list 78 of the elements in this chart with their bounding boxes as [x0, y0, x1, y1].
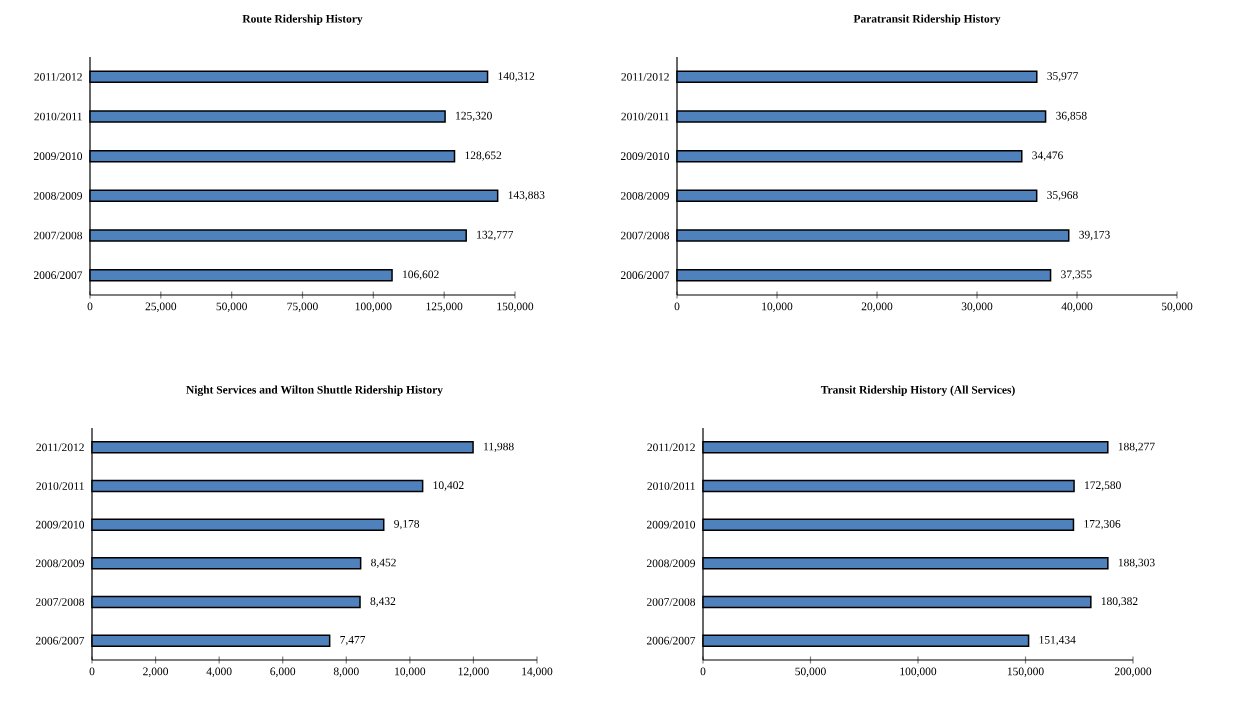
data-label: 8,432: [370, 597, 396, 607]
x-tick-label: 150,000: [497, 302, 534, 312]
x-tick-label: 8,000: [333, 667, 359, 677]
x-tick-label: 125,000: [426, 302, 463, 312]
x-tick-label: 30,000: [961, 302, 993, 312]
data-label: 188,277: [1118, 442, 1155, 453]
x-tick-label: 0: [89, 667, 95, 676]
y-tick-label: 2009/2010: [646, 520, 696, 529]
y-tick-label: 2008/2009: [33, 191, 82, 200]
y-tick-label: 2010/2011: [621, 112, 669, 121]
y-tick-label: 2011/2012: [647, 443, 695, 452]
y-tick-label: 2006/2007: [620, 271, 670, 280]
x-tick-label: 6,000: [270, 667, 296, 677]
data-label: 35,968: [1047, 191, 1078, 201]
y-tick-label: 2011/2012: [621, 72, 669, 81]
x-tick-label: 0: [87, 302, 93, 311]
data-label: 39,173: [1079, 230, 1110, 241]
x-tick-label: 20,000: [861, 302, 893, 312]
y-tick-label: 2006/2007: [33, 271, 83, 280]
x-tick-label: 150,000: [1007, 667, 1044, 677]
y-tick-label: 2008/2009: [35, 559, 84, 568]
data-label: 106,602: [403, 270, 439, 280]
y-tick-label: 2010/2011: [647, 482, 695, 490]
chart-title: Paratransit Ridership History: [853, 14, 1001, 25]
y-tick-label: 2011/2012: [34, 72, 82, 81]
data-label: 7,477: [340, 636, 366, 646]
x-tick-label: 100,000: [900, 667, 937, 677]
data-label: 37,355: [1061, 270, 1092, 280]
chart-title: Route Ridership History: [242, 14, 363, 25]
y-tick-label: 2009/2010: [620, 152, 670, 161]
data-label: 128,652: [465, 151, 502, 161]
data-label: 125,320: [456, 111, 492, 122]
x-tick-label: 200,000: [1114, 667, 1152, 677]
chart-title: Transit Ridership History (All Services): [820, 385, 1015, 396]
x-tick-label: 50,000: [1161, 302, 1193, 312]
x-tick-label: 100,000: [355, 302, 392, 312]
y-tick-label: 2009/2010: [33, 152, 83, 161]
x-tick-label: 4,000: [206, 667, 232, 677]
data-label: 11,988: [484, 442, 514, 453]
chart-title: Night Services and Wilton Shuttle Ridership History: [186, 385, 443, 397]
data-label: 8,452: [371, 558, 396, 569]
data-label: 35,977: [1047, 72, 1078, 82]
x-tick-label: 40,000: [1061, 302, 1093, 312]
y-tick-label: 2006/2007: [35, 636, 85, 645]
data-label: 36,858: [1056, 111, 1087, 122]
x-tick-label: 25,000: [145, 302, 177, 312]
y-tick-label: 2008/2009: [620, 191, 670, 200]
y-tick-label: 2008/2009: [646, 559, 696, 568]
y-tick-label: 2006/2007: [646, 636, 696, 645]
data-label: 34,476: [1032, 151, 1063, 161]
y-tick-label: 2009/2010: [35, 520, 85, 529]
y-tick-label: 2007/2008: [35, 598, 85, 606]
y-tick-label: 2007/2008: [620, 231, 670, 240]
x-tick-label: 0: [674, 302, 680, 311]
data-label: 172,580: [1085, 481, 1121, 491]
x-tick-label: 0: [700, 667, 706, 676]
data-label: 132,777: [477, 230, 514, 241]
data-label: 180,382: [1101, 597, 1138, 607]
y-tick-label: 2010/2011: [36, 482, 84, 490]
y-tick-label: 2007/2008: [646, 598, 696, 606]
y-tick-label: 2007/2008: [33, 231, 83, 240]
x-tick-label: 75,000: [287, 302, 318, 312]
data-label: 143,883: [508, 191, 545, 201]
x-tick-label: 14,000: [522, 667, 553, 677]
x-tick-label: 12,000: [458, 667, 489, 677]
x-tick-label: 2,000: [143, 667, 169, 677]
x-tick-label: 10,000: [395, 667, 426, 677]
y-tick-label: 2011/2012: [36, 443, 84, 452]
data-label: 188,303: [1118, 558, 1155, 569]
x-tick-label: 50,000: [216, 302, 247, 312]
x-tick-label: 10,000: [762, 302, 793, 312]
data-label: 9,178: [394, 519, 420, 530]
data-label: 140,312: [498, 72, 535, 82]
data-label: 172,306: [1084, 519, 1121, 530]
x-tick-label: 50,000: [795, 667, 826, 677]
data-label: 151,434: [1039, 636, 1076, 646]
y-tick-label: 2010/2011: [34, 112, 82, 121]
data-label: 10,402: [433, 481, 464, 491]
